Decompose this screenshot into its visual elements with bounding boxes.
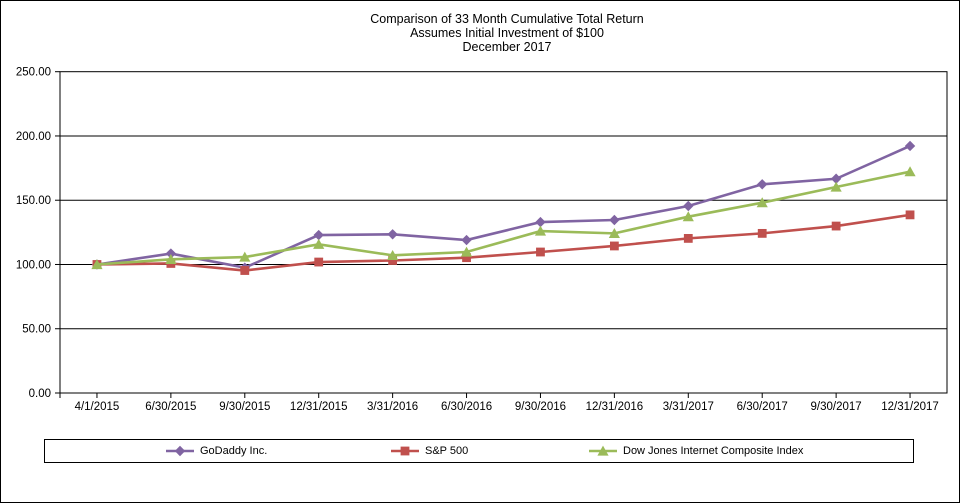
- chart-title: Comparison of 33 Month Cumulative Total …: [370, 12, 644, 26]
- series-line-diamond: [96, 144, 911, 270]
- y-axis-label: 250.00: [16, 67, 51, 79]
- x-axis-label: 6/30/2015: [145, 401, 196, 413]
- legend-line-square-icon: [391, 446, 419, 456]
- square-data-point-marker: [683, 233, 693, 243]
- triangle-data-point-marker: [313, 238, 325, 249]
- triangle-data-point-marker: [165, 253, 177, 264]
- chart-legend: GoDaddy Inc. S&P 500 Dow Jones Internet …: [44, 439, 914, 463]
- square-data-point-marker: [905, 210, 915, 220]
- triangle-data-point-marker: [534, 225, 547, 236]
- triangle-data-point-marker: [682, 211, 694, 222]
- x-axis-label: 12/31/2016: [586, 401, 644, 413]
- diamond-data-point-marker: [609, 214, 620, 226]
- diamond-data-point-marker: [830, 173, 842, 184]
- diamond-data-point-marker: [174, 445, 186, 457]
- series-line-square: [96, 213, 911, 272]
- x-axis-label: 9/30/2015: [219, 401, 270, 413]
- legend-item-dowjones: Dow Jones Internet Composite Index: [588, 440, 803, 462]
- triangle-data-point-marker: [597, 445, 609, 456]
- square-data-point-marker: [240, 266, 250, 275]
- y-axis-label: 100.00: [16, 259, 51, 271]
- x-axis-label: 6/30/2016: [441, 401, 492, 413]
- diamond-data-point-marker: [904, 140, 916, 152]
- chart-date-line: December 2017: [462, 40, 552, 54]
- triangle-data-point-marker: [91, 259, 103, 270]
- legend-line-diamond-icon: [166, 445, 194, 457]
- diamond-data-point-marker: [757, 179, 768, 190]
- x-axis-label: 3/31/2016: [367, 401, 418, 413]
- legend-item-godaddy: GoDaddy Inc.: [165, 440, 267, 462]
- square-data-point-marker: [609, 241, 619, 251]
- legend-line-triangle-icon: [589, 445, 617, 456]
- square-data-point-marker: [314, 257, 324, 267]
- y-axis-label: 0.00: [29, 388, 51, 400]
- square-data-point-marker: [831, 221, 841, 231]
- x-axis-label: 12/31/2017: [881, 401, 939, 413]
- y-axis-label: 50.00: [22, 324, 51, 336]
- triangle-data-point-marker: [239, 251, 251, 262]
- triangle-data-point-marker: [904, 166, 916, 177]
- diamond-data-point-marker: [683, 200, 694, 212]
- legend-label: S&P 500: [425, 445, 469, 457]
- y-axis-label: 150.00: [16, 195, 51, 207]
- x-axis-label: 12/31/2015: [290, 401, 348, 413]
- diamond-data-point-marker: [535, 216, 546, 228]
- legend-label: Dow Jones Internet Composite Index: [623, 445, 804, 457]
- triangle-data-point-marker: [387, 249, 399, 260]
- square-data-point-marker: [536, 247, 545, 257]
- diamond-data-point-marker: [461, 234, 472, 246]
- triangle-data-point-marker: [460, 246, 473, 257]
- x-axis-label: 4/1/2015: [75, 401, 120, 413]
- triangle-data-point-marker: [608, 227, 620, 238]
- triangle-data-point-marker: [756, 197, 768, 208]
- x-axis-label: 6/30/2017: [737, 401, 788, 413]
- series-line-triangle: [96, 170, 911, 266]
- diamond-data-point-marker: [313, 229, 324, 241]
- x-axis-label: 9/30/2017: [811, 401, 862, 413]
- y-axis-label: 200.00: [16, 131, 51, 143]
- diamond-data-point-marker: [165, 248, 177, 259]
- plot-border: [59, 71, 948, 394]
- square-data-point-marker: [757, 228, 767, 238]
- legend-item-sp500: S&P 500: [390, 440, 468, 462]
- triangle-data-point-marker: [830, 181, 842, 192]
- legend-label: GoDaddy Inc.: [200, 445, 268, 457]
- x-axis-label: 3/31/2017: [663, 401, 714, 413]
- diamond-data-point-marker: [387, 229, 398, 240]
- x-axis-label: 9/30/2016: [515, 401, 566, 413]
- chart-title-block: Comparison of 33 Month Cumulative Total …: [67, 12, 947, 54]
- square-data-point-marker: [400, 446, 410, 456]
- chart-subtitle: Assumes Initial Investment of $100: [410, 26, 604, 40]
